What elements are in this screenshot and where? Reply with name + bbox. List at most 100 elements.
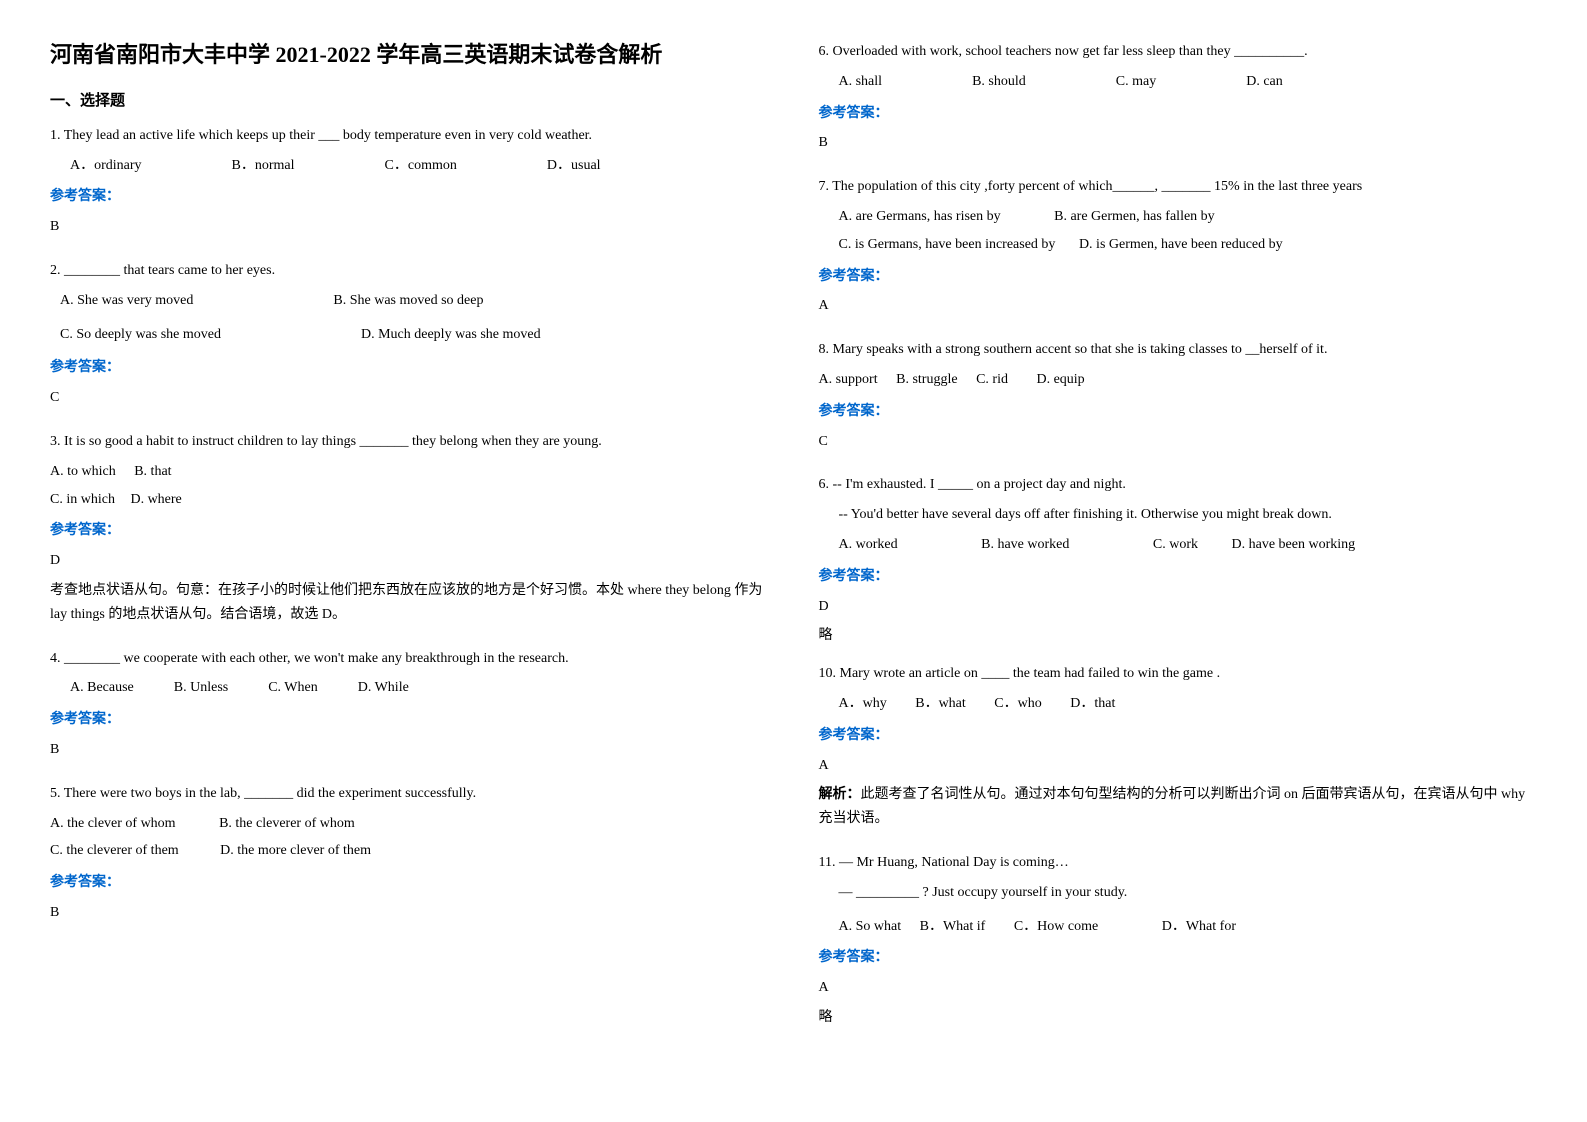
option-a: A. are Germans, has risen by — [839, 209, 1001, 224]
option-a: A. support — [819, 372, 878, 387]
answer: C — [819, 430, 1538, 454]
option-a: A. So what — [839, 919, 902, 934]
option-d: D. the more clever of them — [220, 843, 371, 858]
option-a: A. worked — [839, 537, 898, 552]
question-5: 5. There were two boys in the lab, _____… — [50, 782, 769, 931]
option-b: B. have worked — [981, 537, 1069, 552]
answer: D — [819, 595, 1538, 619]
question-text: 6. Overloaded with work, school teachers… — [819, 40, 1538, 64]
answer-label: 参考答案： — [50, 185, 769, 209]
answer: A — [819, 294, 1538, 318]
question-text: 7. The population of this city ,forty pe… — [819, 175, 1538, 199]
answer-label: 参考答案： — [819, 724, 1538, 748]
question-text: 5. There were two boys in the lab, _____… — [50, 782, 769, 806]
answer-label: 参考答案： — [819, 102, 1538, 126]
answer: C — [50, 386, 769, 410]
question-text: 3. It is so good a habit to instruct chi… — [50, 430, 769, 454]
option-a: A. Because — [70, 676, 134, 700]
note: 略 — [819, 624, 1538, 648]
option-b: B．What if — [920, 919, 986, 934]
answer: B — [50, 901, 769, 925]
explain-text: 此题考查了名词性从句。通过对本句句型结构的分析可以判断出介词 on 后面带宾语从… — [819, 787, 1526, 826]
section-header: 一、选择题 — [50, 89, 769, 110]
question-7: 7. The population of this city ,forty pe… — [819, 175, 1538, 324]
answer-label: 参考答案： — [50, 708, 769, 732]
question-text: 2. ________ that tears came to her eyes. — [50, 259, 769, 283]
right-column: 6. Overloaded with work, school teachers… — [819, 40, 1538, 1082]
question-text: 4. ________ we cooperate with each other… — [50, 647, 769, 671]
option-a: A. She was very moved — [60, 289, 193, 313]
doc-title: 河南省南阳市大丰中学 2021-2022 学年高三英语期末试卷含解析 — [50, 40, 769, 71]
option-a: A. shall — [839, 70, 883, 94]
note: 略 — [819, 1006, 1538, 1030]
option-c: C. So deeply was she moved — [60, 323, 221, 347]
answer: B — [50, 738, 769, 762]
option-b: B．what — [915, 696, 966, 711]
question-text: 11. — Mr Huang, National Day is coming… — [819, 851, 1538, 875]
option-d: D. While — [358, 676, 409, 700]
option-d: D. Much deeply was she moved — [361, 323, 541, 347]
question-6: 6. Overloaded with work, school teachers… — [819, 40, 1538, 161]
question-11: 11. — Mr Huang, National Day is coming… … — [819, 851, 1538, 1030]
option-d: D. can — [1246, 70, 1283, 94]
answer-label: 参考答案： — [50, 519, 769, 543]
question-text: 6. -- I'm exhausted. I _____ on a projec… — [819, 473, 1538, 497]
option-d: D．usual — [547, 154, 601, 178]
answer: B — [819, 131, 1538, 155]
option-c: C. work — [1153, 537, 1198, 552]
question-8: 8. Mary speaks with a strong southern ac… — [819, 338, 1538, 459]
question-text-line2: -- You'd better have several days off af… — [839, 503, 1538, 527]
question-text: 1. They lead an active life which keeps … — [50, 124, 769, 148]
answer-label: 参考答案： — [819, 265, 1538, 289]
question-9: 6. -- I'm exhausted. I _____ on a projec… — [819, 473, 1538, 648]
question-2: 2. ________ that tears came to her eyes.… — [50, 259, 769, 416]
option-d: D．that — [1070, 696, 1115, 711]
answer: B — [50, 215, 769, 239]
option-a: A. to which — [50, 464, 116, 479]
option-c: C. may — [1116, 70, 1156, 94]
answer-label: 参考答案： — [819, 946, 1538, 970]
question-10: 10. Mary wrote an article on ____ the te… — [819, 662, 1538, 837]
option-b: B．normal — [232, 154, 295, 178]
left-column: 河南省南阳市大丰中学 2021-2022 学年高三英语期末试卷含解析 一、选择题… — [50, 40, 769, 1082]
option-c: C. is Germans, have been increased by — [839, 237, 1056, 252]
option-c: C．How come — [1014, 919, 1098, 934]
option-b: B. struggle — [896, 372, 957, 387]
explanation: 解析：此题考查了名词性从句。通过对本句句型结构的分析可以判断出介词 on 后面带… — [819, 783, 1538, 831]
option-c: C. the cleverer of them — [50, 843, 179, 858]
question-text: 10. Mary wrote an article on ____ the te… — [819, 662, 1538, 686]
option-c: C. rid — [976, 372, 1008, 387]
option-b: B. should — [972, 70, 1026, 94]
answer-label: 参考答案： — [50, 356, 769, 380]
option-d: D．What for — [1162, 919, 1236, 934]
option-a: A. the clever of whom — [50, 816, 176, 831]
option-d: D. is Germen, have been reduced by — [1079, 237, 1283, 252]
answer-label: 参考答案： — [819, 400, 1538, 424]
option-b: B. that — [134, 464, 171, 479]
option-a: A．why — [839, 696, 887, 711]
option-b: B. Unless — [174, 676, 228, 700]
answer: D — [50, 549, 769, 573]
option-c: C. in which — [50, 492, 115, 507]
option-d: D. equip — [1036, 372, 1084, 387]
question-4: 4. ________ we cooperate with each other… — [50, 647, 769, 768]
option-d: D. have been working — [1232, 537, 1356, 552]
question-3: 3. It is so good a habit to instruct chi… — [50, 430, 769, 633]
answer: A — [819, 976, 1538, 1000]
option-c: C．who — [994, 696, 1041, 711]
option-b: B. are Germen, has fallen by — [1054, 209, 1215, 224]
question-1: 1. They lead an active life which keeps … — [50, 124, 769, 245]
explain-label: 解析： — [819, 787, 861, 802]
question-text-line2: — _________ ? Just occupy yourself in yo… — [839, 881, 1538, 905]
option-d: D. where — [130, 492, 181, 507]
explanation: 考查地点状语从句。句意：在孩子小的时候让他们把东西放在应该放的地方是个好习惯。本… — [50, 579, 769, 627]
question-text: 8. Mary speaks with a strong southern ac… — [819, 338, 1538, 362]
answer: A — [819, 754, 1538, 778]
option-b: B. She was moved so deep — [333, 289, 483, 313]
option-a: A．ordinary — [70, 154, 142, 178]
option-b: B. the cleverer of whom — [219, 816, 355, 831]
answer-label: 参考答案： — [50, 871, 769, 895]
answer-label: 参考答案： — [819, 565, 1538, 589]
option-c: C. When — [268, 676, 318, 700]
option-c: C．common — [385, 154, 457, 178]
